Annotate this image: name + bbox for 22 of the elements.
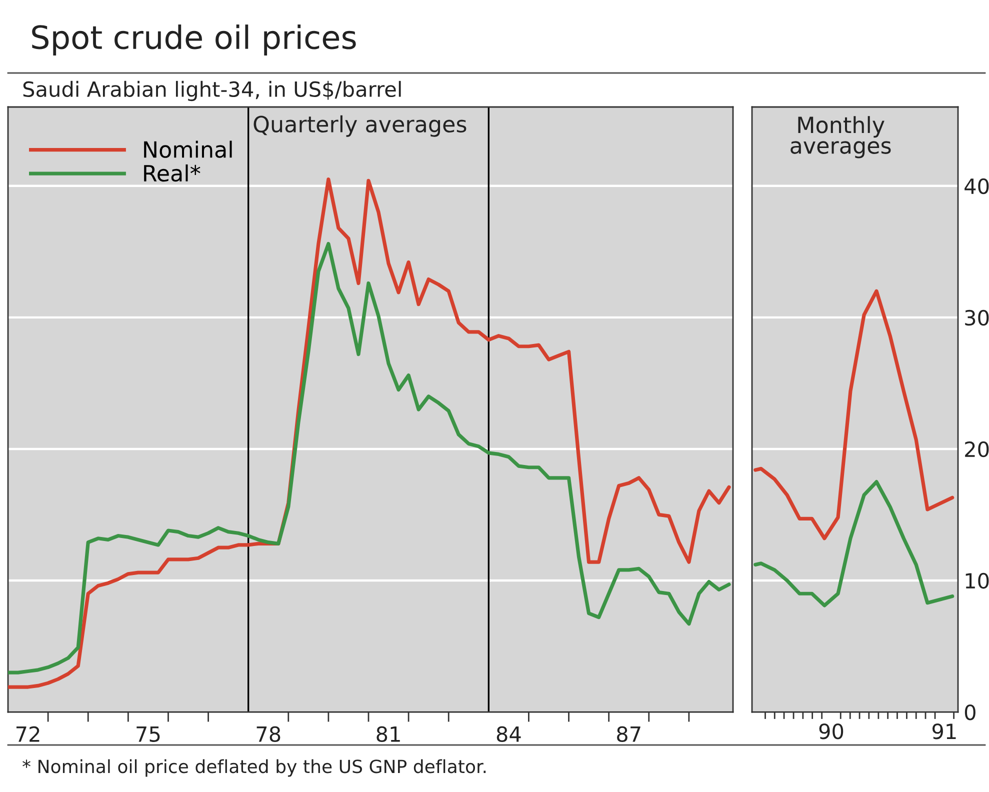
annotation: Quarterly averages — [254, 115, 466, 137]
x-tick-label: 87 — [617, 726, 640, 742]
x-tick-label: 75 — [136, 726, 160, 742]
x-tick-label: 72 — [16, 726, 40, 742]
text: * Nominal oil price deflated by the US GNP deflator. — [22, 759, 486, 777]
x-tick-label: 91 — [932, 723, 956, 740]
x-tick-label: 90 — [819, 723, 844, 740]
y-tick-label: 20 — [965, 441, 989, 458]
x-tick-label: 84 — [496, 726, 521, 742]
x-tick-label: 78 — [256, 726, 280, 742]
legend-label: Real* — [144, 164, 200, 182]
x-tick-label: 81 — [376, 726, 400, 742]
annotation: Monthly averages — [790, 116, 891, 158]
chart-title: Spot crude oil prices — [32, 24, 356, 56]
line-series — [754, 289, 954, 540]
line-series — [754, 480, 954, 608]
y-tick-label: 30 — [965, 310, 989, 326]
y-tick-label: 0 — [964, 704, 976, 720]
y-tick-label: 40 — [964, 178, 989, 194]
y-tick-label: 10 — [966, 572, 989, 589]
chart-subtitle: Saudi Arabian light-34, in US$/barrel — [23, 80, 401, 102]
legend-label: Nominal — [144, 140, 232, 158]
